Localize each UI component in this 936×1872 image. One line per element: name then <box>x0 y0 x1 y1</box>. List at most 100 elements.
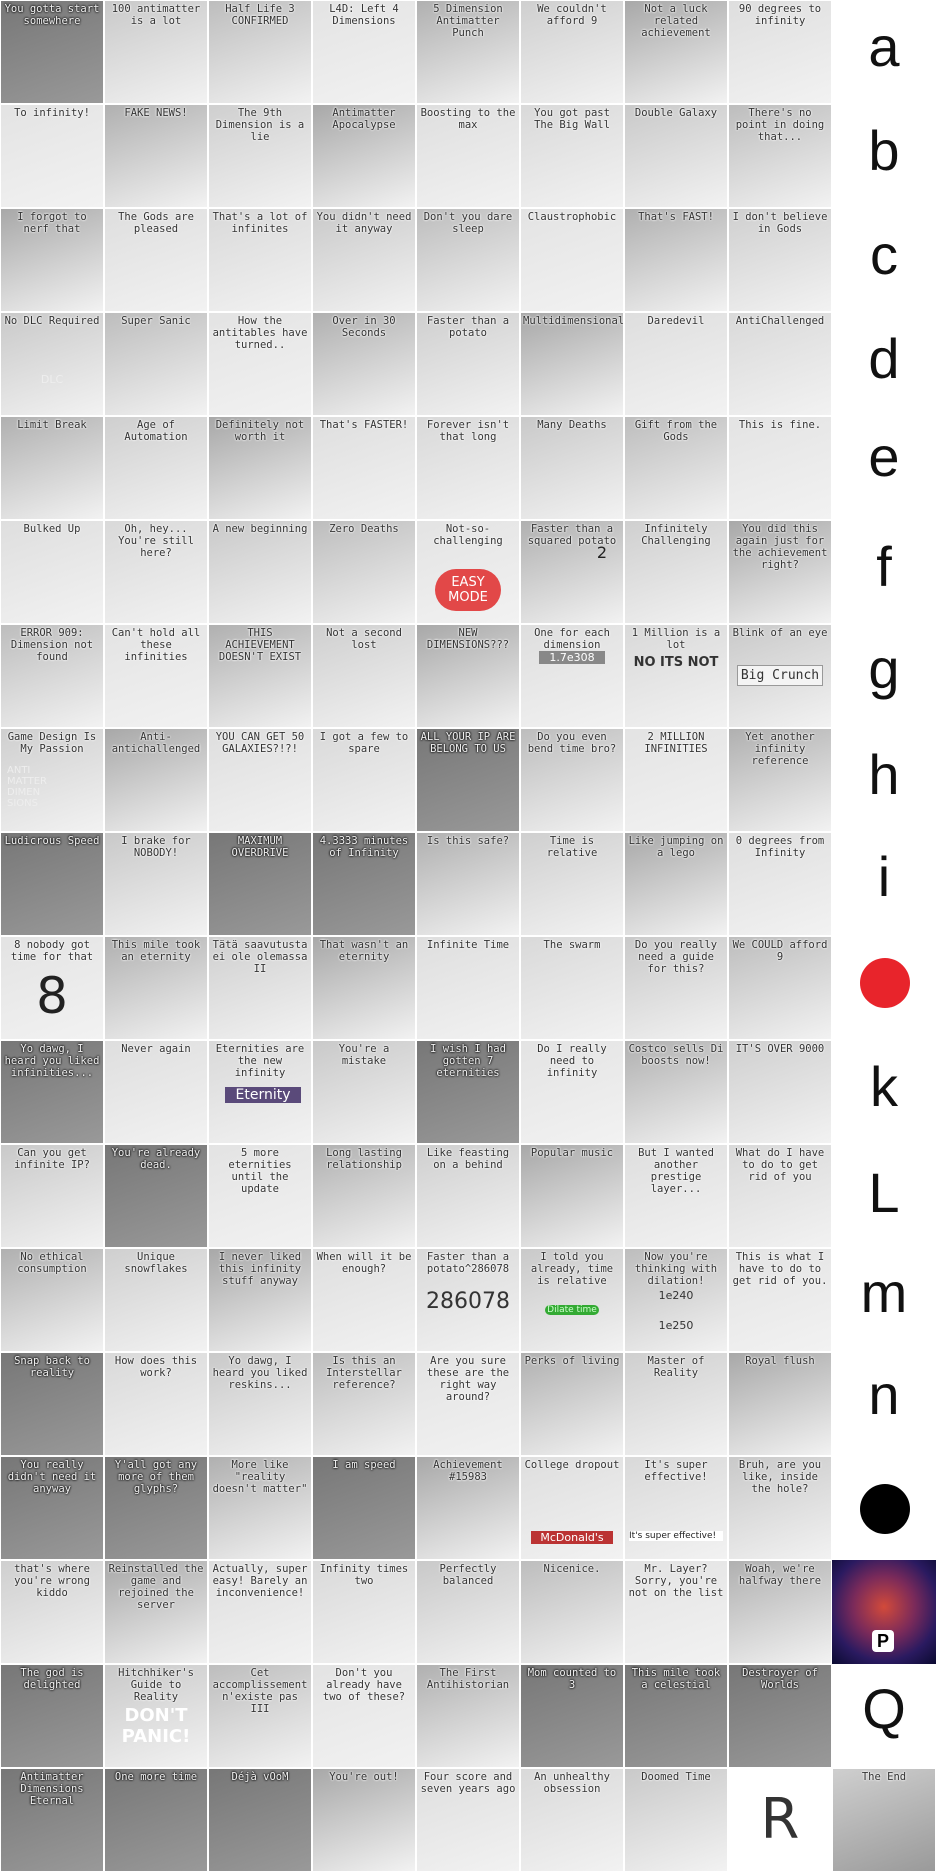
achievement-tile[interactable]: Tätä saavutusta ei ole olemassa II <box>208 936 312 1040</box>
achievement-tile[interactable]: 1 Million is a lot NO ITS NOT <box>624 624 728 728</box>
achievement-tile[interactable]: Costco sells Di boosts now! <box>624 1040 728 1144</box>
achievement-tile[interactable]: We COULD afford 9 <box>728 936 832 1040</box>
achievement-tile[interactable]: Can you get infinite IP? <box>0 1144 104 1248</box>
achievement-tile[interactable]: You got past The Big Wall <box>520 104 624 208</box>
achievement-tile[interactable]: that's where you're wrong kiddo <box>0 1560 104 1664</box>
achievement-tile[interactable]: We couldn't afford 9 <box>520 0 624 104</box>
achievement-tile[interactable]: But I wanted another prestige layer... <box>624 1144 728 1248</box>
achievement-tile[interactable]: The swarm <box>520 936 624 1040</box>
achievement-tile[interactable]: Time is relative <box>520 832 624 936</box>
achievement-tile[interactable]: Yet another infinity reference <box>728 728 832 832</box>
achievement-tile[interactable]: This is fine. <box>728 416 832 520</box>
achievement-tile[interactable]: Doomed Time <box>624 1768 728 1872</box>
achievement-tile[interactable]: Eternities are the new infinity Eternity <box>208 1040 312 1144</box>
achievement-tile[interactable]: 5 more eternities until the update <box>208 1144 312 1248</box>
achievement-tile[interactable]: I brake for NOBODY! <box>104 832 208 936</box>
achievement-tile[interactable]: Many Deaths <box>520 416 624 520</box>
achievement-tile[interactable]: Woah, we're halfway there <box>728 1560 832 1664</box>
achievement-tile[interactable]: Popular music <box>520 1144 624 1248</box>
achievement-tile[interactable]: That's a lot of infinites <box>208 208 312 312</box>
achievement-tile[interactable]: 2 MILLION INFINITIES <box>624 728 728 832</box>
achievement-tile[interactable]: The First Antihistorian <box>416 1664 520 1768</box>
achievement-tile[interactable]: To infinity! <box>0 104 104 208</box>
achievement-tile[interactable]: Do you even bend time bro? <box>520 728 624 832</box>
achievement-tile[interactable]: THIS ACHIEVEMENT DOESN'T EXIST <box>208 624 312 728</box>
achievement-tile[interactable]: You're a mistake <box>312 1040 416 1144</box>
achievement-tile[interactable]: The End <box>832 1768 936 1872</box>
achievement-tile[interactable]: 100 antimatter is a lot <box>104 0 208 104</box>
achievement-tile[interactable]: Daredevil <box>624 312 728 416</box>
achievement-tile[interactable]: This mile took an eternity <box>104 936 208 1040</box>
achievement-tile[interactable]: Déjà vOoM <box>208 1768 312 1872</box>
achievement-tile[interactable]: Snap back to reality <box>0 1352 104 1456</box>
achievement-tile[interactable]: A new beginning <box>208 520 312 624</box>
achievement-tile[interactable]: Cet accomplissement n'existe pas III <box>208 1664 312 1768</box>
achievement-tile[interactable]: Faster than a potato^286078 286078 <box>416 1248 520 1352</box>
achievement-tile[interactable]: I am speed <box>312 1456 416 1560</box>
achievement-tile[interactable]: AntiChallenged <box>728 312 832 416</box>
achievement-tile[interactable]: You really didn't need it anyway <box>0 1456 104 1560</box>
achievement-tile[interactable]: Mom counted to 3 <box>520 1664 624 1768</box>
achievement-tile[interactable]: IT'S OVER 9000 <box>728 1040 832 1144</box>
achievement-tile[interactable]: Bulked Up <box>0 520 104 624</box>
achievement-tile[interactable]: Definitely not worth it <box>208 416 312 520</box>
achievement-tile[interactable]: YOU CAN GET 50 GALAXIES?!?! <box>208 728 312 832</box>
achievement-tile[interactable]: That's FASTER! <box>312 416 416 520</box>
achievement-tile[interactable]: I got a few to spare <box>312 728 416 832</box>
achievement-tile[interactable]: Like jumping on a lego <box>624 832 728 936</box>
achievement-tile[interactable]: Y'all got any more of them glyphs? <box>104 1456 208 1560</box>
achievement-tile[interactable]: Four score and seven years ago <box>416 1768 520 1872</box>
achievement-tile[interactable]: Double Galaxy <box>624 104 728 208</box>
achievement-tile[interactable]: Not a luck related achievement <box>624 0 728 104</box>
achievement-tile[interactable]: What do I have to do to get rid of you <box>728 1144 832 1248</box>
achievement-tile[interactable]: Perks of living <box>520 1352 624 1456</box>
achievement-tile[interactable]: That wasn't an eternity <box>312 936 416 1040</box>
achievement-tile[interactable]: Yo dawg, I heard you liked infinities... <box>0 1040 104 1144</box>
achievement-tile[interactable]: Infinite Time <box>416 936 520 1040</box>
achievement-tile[interactable]: Ludicrous Speed <box>0 832 104 936</box>
achievement-tile[interactable]: An unhealthy obsession <box>520 1768 624 1872</box>
achievement-tile[interactable]: No ethical consumption <box>0 1248 104 1352</box>
achievement-tile[interactable]: Faster than a squared potato 2 <box>520 520 624 624</box>
achievement-tile[interactable]: Boosting to the max <box>416 104 520 208</box>
achievement-tile[interactable]: Infinitely Challenging <box>624 520 728 624</box>
achievement-tile[interactable]: Never again <box>104 1040 208 1144</box>
achievement-tile[interactable]: Forever isn't that long <box>416 416 520 520</box>
achievement-tile[interactable]: MAXIMUM OVERDRIVE <box>208 832 312 936</box>
achievement-tile[interactable]: I never liked this infinity stuff anyway <box>208 1248 312 1352</box>
achievement-tile[interactable]: ALL YOUR IP ARE BELONG TO US <box>416 728 520 832</box>
achievement-tile[interactable]: L4D: Left 4 Dimensions <box>312 0 416 104</box>
achievement-tile[interactable]: Mr. Layer? Sorry, you're not on the list <box>624 1560 728 1664</box>
achievement-tile[interactable]: How does this work? <box>104 1352 208 1456</box>
achievement-tile[interactable]: Do I really need to infinity <box>520 1040 624 1144</box>
achievement-tile[interactable]: You didn't need it anyway <box>312 208 416 312</box>
achievement-tile[interactable]: I forgot to nerf that <box>0 208 104 312</box>
achievement-tile[interactable]: Reinstalled the game and rejoined the se… <box>104 1560 208 1664</box>
achievement-tile[interactable]: Game Design Is My Passion ANTI MATTER DIM… <box>0 728 104 832</box>
achievement-tile[interactable]: Gift from the Gods <box>624 416 728 520</box>
achievement-tile[interactable]: You're out! <box>312 1768 416 1872</box>
achievement-tile[interactable]: RR <box>728 1768 832 1872</box>
achievement-tile[interactable]: Antimatter Dimensions Eternal <box>0 1768 104 1872</box>
achievement-tile[interactable]: FAKE NEWS! <box>104 104 208 208</box>
achievement-tile[interactable]: Don't you already have two of these? <box>312 1664 416 1768</box>
achievement-tile[interactable]: No DLC Required DLC <box>0 312 104 416</box>
achievement-tile[interactable]: Perfectly balanced <box>416 1560 520 1664</box>
achievement-tile[interactable]: Age of Automation <box>104 416 208 520</box>
achievement-tile[interactable]: 4.3333 minutes of Infinity <box>312 832 416 936</box>
achievement-tile[interactable]: I told you already, time is relative Dila… <box>520 1248 624 1352</box>
achievement-tile[interactable]: NEW DIMENSIONS??? <box>416 624 520 728</box>
achievement-tile[interactable]: Bruh, are you like, inside the hole? <box>728 1456 832 1560</box>
achievement-tile[interactable]: Half Life 3 CONFIRMED <box>208 0 312 104</box>
achievement-tile[interactable]: Can't hold all these infinities <box>104 624 208 728</box>
achievement-tile[interactable]: Don't you dare sleep <box>416 208 520 312</box>
achievement-tile[interactable]: Super Sanic <box>104 312 208 416</box>
achievement-tile[interactable]: How the antitables have turned.. <box>208 312 312 416</box>
achievement-tile[interactable]: Achievement #15983 <box>416 1456 520 1560</box>
achievement-tile[interactable]: You're already dead. <box>104 1144 208 1248</box>
achievement-tile[interactable]: This mile took a celestial <box>624 1664 728 1768</box>
achievement-tile[interactable]: Anti-antichallenged <box>104 728 208 832</box>
achievement-tile[interactable]: Not-so-challenging EASY MODE <box>416 520 520 624</box>
achievement-tile[interactable]: ERROR 909: Dimension not found <box>0 624 104 728</box>
achievement-tile[interactable]: 5 Dimension Antimatter Punch <box>416 0 520 104</box>
